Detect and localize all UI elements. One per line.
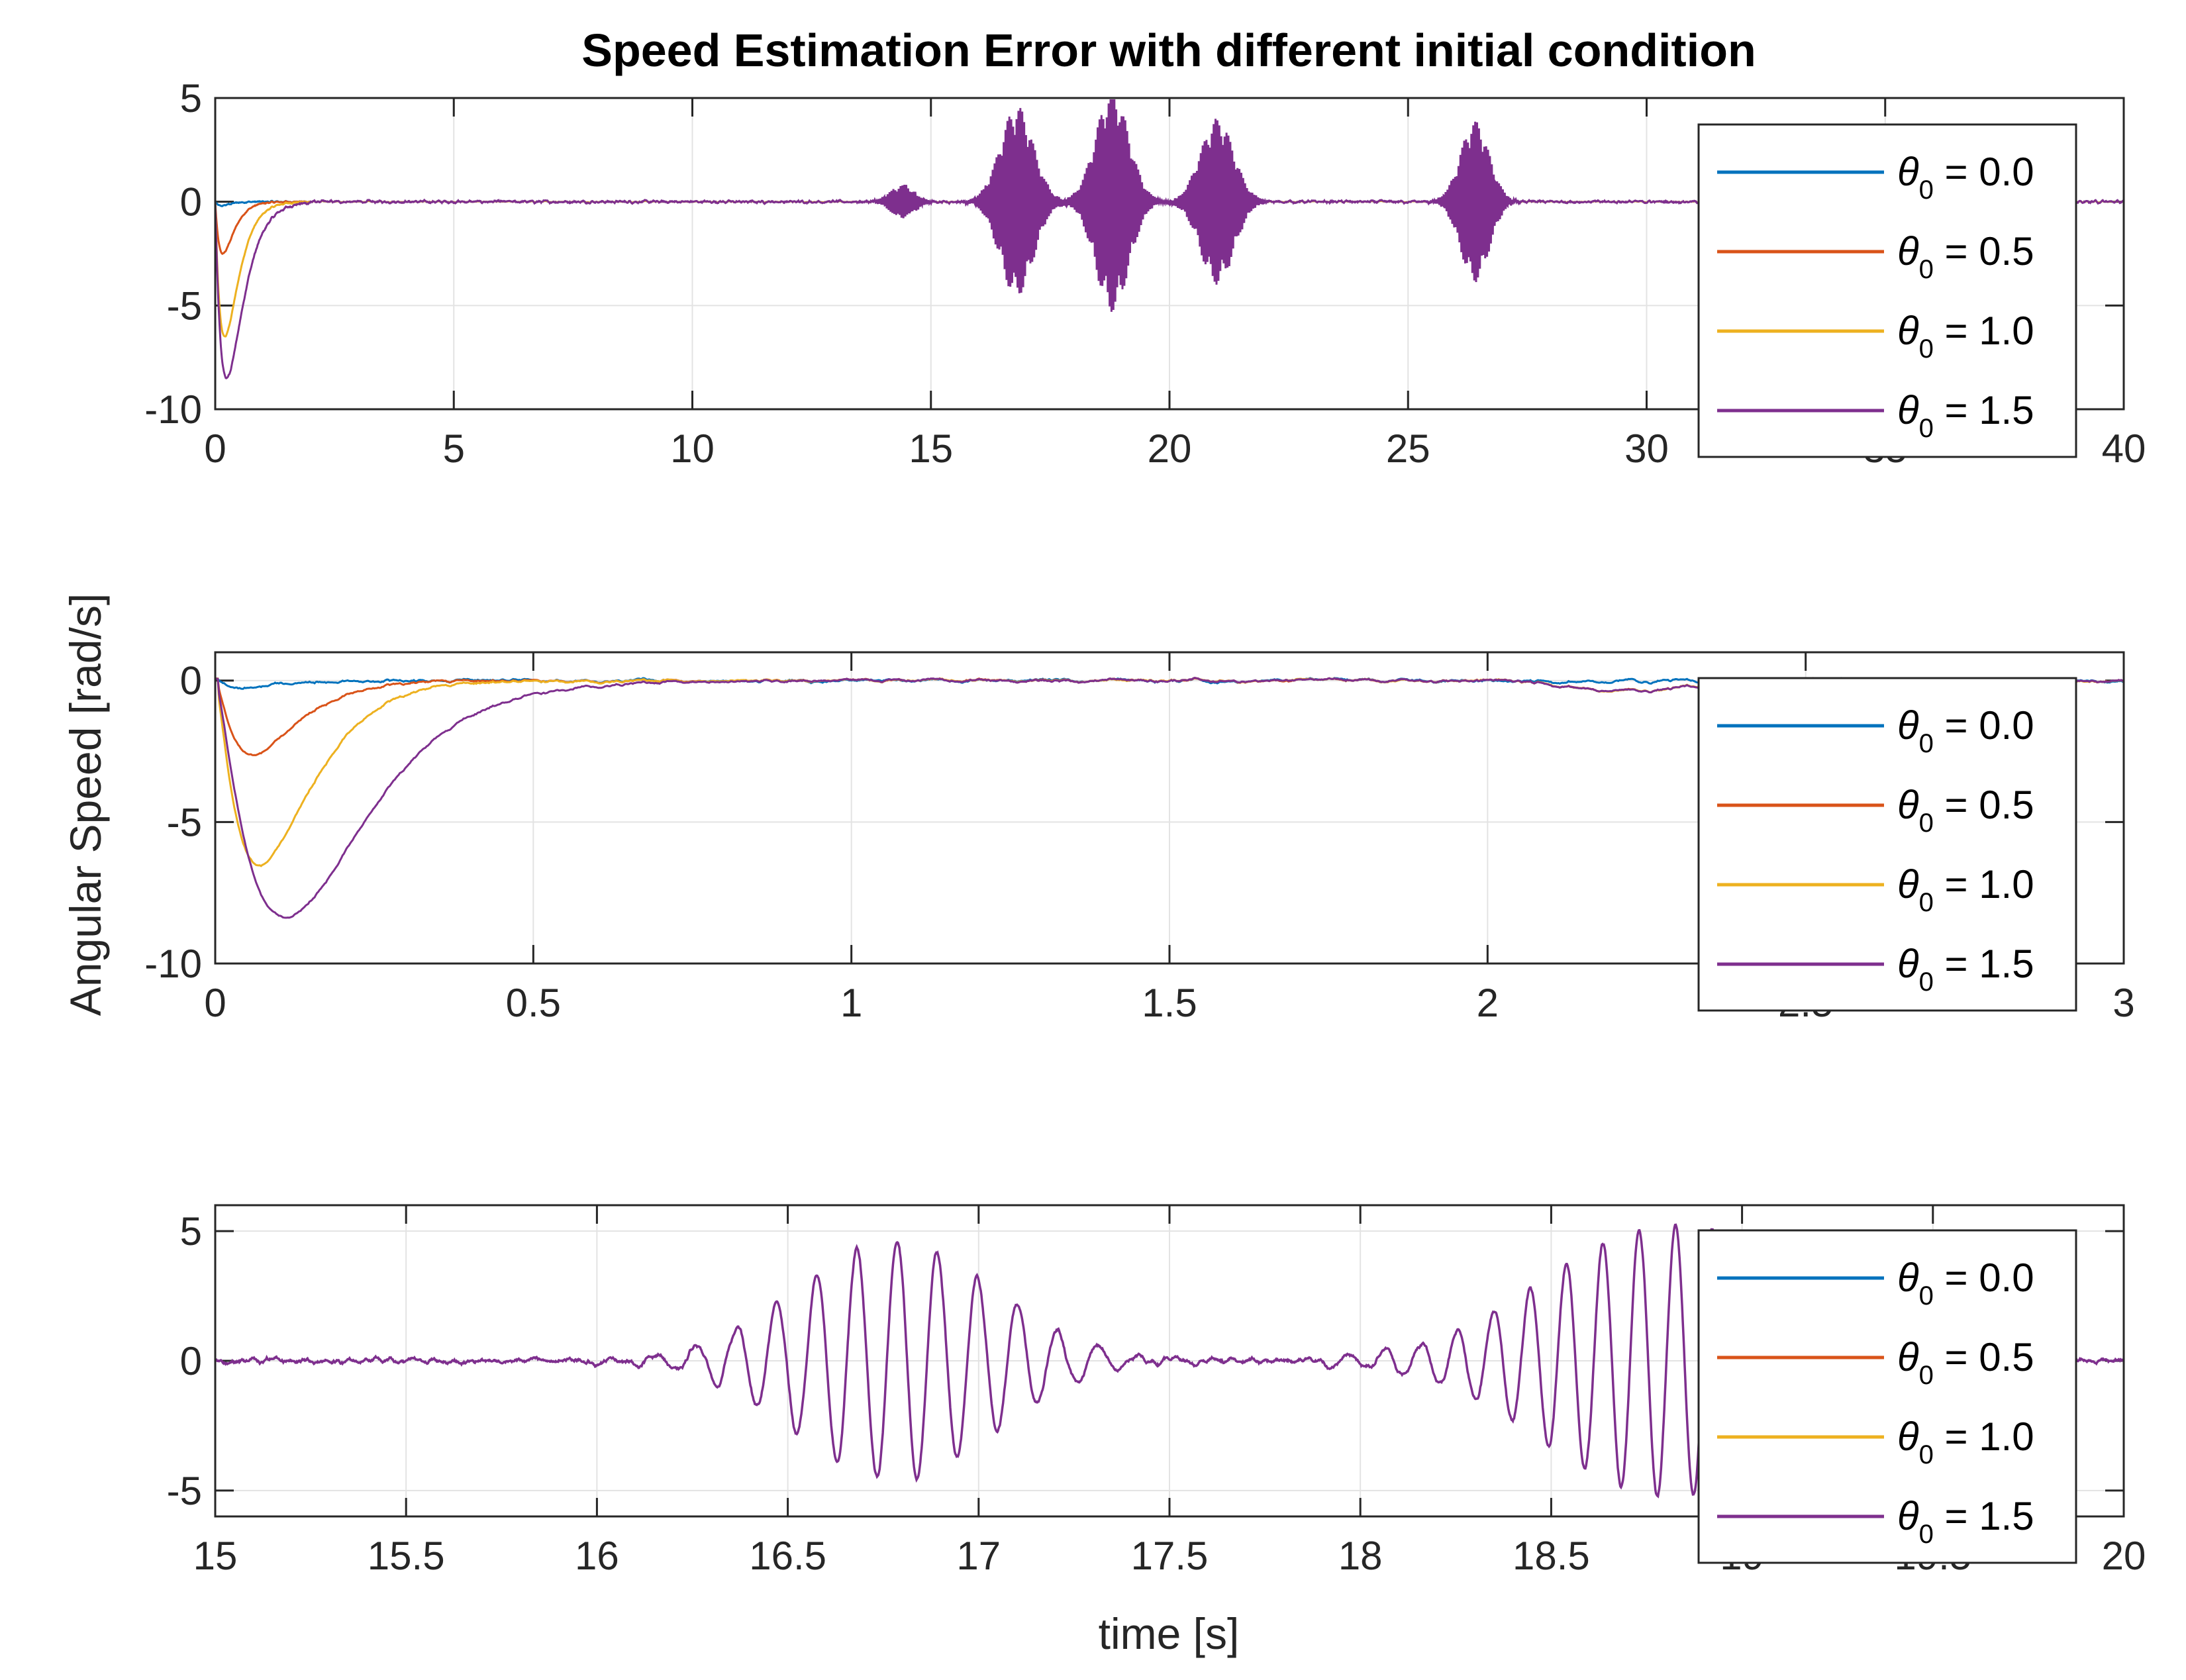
legend-box <box>1697 123 2077 458</box>
legend: θ0 = 0.0 θ0 = 0.5 θ0 = 1.0 θ0 = 1.5 <box>1697 1229 2077 1564</box>
y-axis-label: Angular Speed [rad/s] <box>61 593 110 1016</box>
legend-label: θ0 = 1.5 <box>1897 942 2034 997</box>
x-tick-label: 3 <box>2112 981 2134 1025</box>
legend-box <box>1697 1229 2077 1564</box>
x-tick-label: 15.5 <box>368 1534 445 1578</box>
legend-label: θ0 = 1.5 <box>1897 388 2034 443</box>
x-tick-label: 10 <box>670 426 715 471</box>
legend-label: θ0 = 0.5 <box>1897 229 2034 284</box>
legend-label: θ0 = 0.0 <box>1897 703 2034 758</box>
x-tick-label: 30 <box>1624 426 1669 471</box>
legend-label: θ0 = 1.5 <box>1897 1494 2034 1549</box>
chart-title: Speed Estimation Error with different in… <box>581 25 1756 76</box>
legend: θ0 = 0.0 θ0 = 0.5 θ0 = 1.0 θ0 = 1.5 <box>1697 677 2077 1012</box>
x-tick-label: 18.5 <box>1513 1534 1590 1578</box>
x-tick-label: 20 <box>1148 426 1192 471</box>
x-tick-label: 1.5 <box>1142 981 1197 1025</box>
legend-label: θ0 = 0.0 <box>1897 150 2034 205</box>
x-tick-label: 2 <box>1477 981 1499 1025</box>
axes-frame <box>214 651 2125 965</box>
x-axis-label: time [s] <box>1099 1609 1240 1658</box>
axes-frame <box>214 1204 2125 1518</box>
legend-label: θ0 = 1.0 <box>1897 1414 2034 1469</box>
y-tick-label: -10 <box>144 387 202 432</box>
x-tick-label: 0.5 <box>506 981 561 1025</box>
y-tick-label: -10 <box>144 942 202 986</box>
x-tick-label: 25 <box>1386 426 1430 471</box>
legend-label: θ0 = 0.0 <box>1897 1256 2034 1310</box>
x-tick-label: 17.5 <box>1131 1534 1209 1578</box>
x-tick-label: 15 <box>909 426 953 471</box>
legend-label: θ0 = 0.5 <box>1897 1335 2034 1390</box>
x-tick-label: 40 <box>2102 426 2146 471</box>
x-tick-label: 0 <box>204 426 226 471</box>
y-tick-label: -5 <box>167 800 202 844</box>
x-tick-label: 16.5 <box>749 1534 826 1578</box>
x-tick-label: 1 <box>840 981 862 1025</box>
x-tick-label: 18 <box>1338 1534 1383 1578</box>
y-tick-label: 0 <box>180 1339 202 1383</box>
x-tick-label: 15 <box>193 1534 238 1578</box>
y-tick-label: 5 <box>180 76 202 121</box>
legend-label: θ0 = 0.5 <box>1897 783 2034 838</box>
y-tick-label: 5 <box>180 1209 202 1254</box>
x-tick-label: 16 <box>575 1534 619 1578</box>
axes-frame <box>214 97 2125 411</box>
x-tick-label: 0 <box>204 981 226 1025</box>
x-tick-label: 17 <box>956 1534 1001 1578</box>
y-tick-label: 0 <box>180 180 202 224</box>
y-tick-label: -5 <box>167 283 202 328</box>
legend-label: θ0 = 1.0 <box>1897 309 2034 364</box>
x-tick-label: 5 <box>443 426 465 471</box>
legend-box <box>1697 677 2077 1012</box>
legend: θ0 = 0.0 θ0 = 0.5 θ0 = 1.0 θ0 = 1.5 <box>1697 123 2077 458</box>
y-tick-label: -5 <box>167 1469 202 1513</box>
x-tick-label: 20 <box>2102 1534 2146 1578</box>
y-tick-label: 0 <box>180 659 202 703</box>
legend-label: θ0 = 1.0 <box>1897 862 2034 917</box>
